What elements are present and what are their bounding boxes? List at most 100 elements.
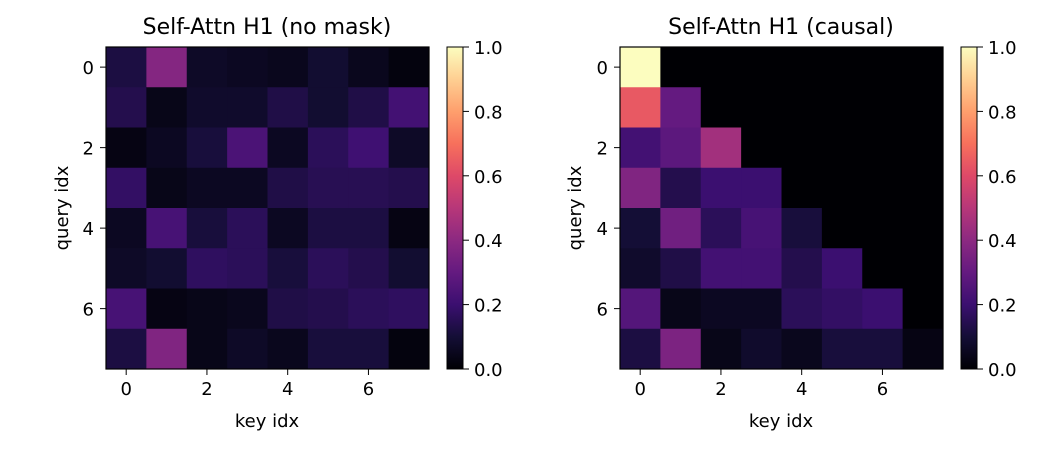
heatmap-cell-r4-c7 xyxy=(902,208,944,249)
y-tick-label: 0 xyxy=(83,58,94,79)
heatmap-cell-r7-c1 xyxy=(660,328,702,370)
heatmap-cell-r4-c7 xyxy=(388,208,430,249)
heatmap-cell-r5-c7 xyxy=(902,248,944,289)
heatmap-cell-r4-c2 xyxy=(700,208,742,249)
colorbar-tick-label: 0.0 xyxy=(474,360,503,381)
x-tick-label: 2 xyxy=(201,379,212,400)
heatmap-cell-r1-c3 xyxy=(741,87,783,128)
heatmap-cell-r6-c0 xyxy=(106,288,147,330)
heatmap-cell-r3-c0 xyxy=(620,167,661,209)
colorbar-tick-label: 0.4 xyxy=(474,231,503,252)
colorbar xyxy=(960,46,978,370)
colorbar-ticks: 0.0 0.2 0.4 0.6 0.8 1.0 xyxy=(463,38,503,381)
heatmap-cell-r0-c2 xyxy=(700,47,742,88)
heatmap-cell-r5-c2 xyxy=(186,248,228,289)
heatmap-cell-r4-c4 xyxy=(781,208,823,249)
heatmap-cell-r7-c4 xyxy=(267,328,309,370)
heatmap-cell-r1-c6 xyxy=(862,87,904,128)
heatmap-cell-r1-c2 xyxy=(700,87,742,128)
heatmap-cell-r3-c3 xyxy=(741,167,783,209)
heatmap-cell-r7-c0 xyxy=(106,328,147,370)
heatmap-cell-r2-c5 xyxy=(821,127,863,169)
x-tick-label: 0 xyxy=(634,379,645,400)
y-axis-ticks: 0 2 4 6 xyxy=(597,58,620,321)
heatmap-cell-r7-c3 xyxy=(741,328,783,370)
heatmap-cell-r0-c4 xyxy=(267,47,309,88)
heatmap-cell-r6-c6 xyxy=(862,288,904,330)
heatmap-cell-r1-c0 xyxy=(106,87,147,128)
colorbar-tick-label: 0.4 xyxy=(988,231,1017,252)
colorbar-tick-label: 0.8 xyxy=(988,102,1017,123)
heatmap-cell-r0-c0 xyxy=(106,47,147,88)
heatmap-cell-r1-c5 xyxy=(821,87,863,128)
heatmap-cell-r4-c5 xyxy=(821,208,863,249)
y-tick-label: 0 xyxy=(597,58,608,79)
heatmap-cell-r4-c0 xyxy=(620,208,661,249)
heatmap-cell-r5-c3 xyxy=(741,248,783,289)
heatmap-cell-r5-c3 xyxy=(227,248,269,289)
x-axis-label: key idx xyxy=(749,411,814,432)
heatmap-cell-r6-c5 xyxy=(821,288,863,330)
colorbar-tick-label: 0.8 xyxy=(474,102,503,123)
heatmap-cell-r0-c6 xyxy=(348,47,390,88)
colorbar-tick-label: 0.2 xyxy=(988,296,1017,317)
heatmap-cell-r2-c0 xyxy=(620,127,661,169)
x-tick-label: 0 xyxy=(120,379,131,400)
heatmap-cell-r6-c3 xyxy=(741,288,783,330)
heatmap-cell-r3-c5 xyxy=(821,167,863,209)
heatmap-cell-r3-c4 xyxy=(781,167,823,209)
heatmap-cell-r3-c1 xyxy=(660,167,702,209)
heatmap-frame xyxy=(619,46,944,370)
heatmap-cell-r2-c2 xyxy=(186,127,228,169)
heatmap-cell-r7-c0 xyxy=(620,328,661,370)
heatmap-cell-r0-c6 xyxy=(862,47,904,88)
heatmap-cell-r0-c3 xyxy=(227,47,269,88)
heatmap-cell-r3-c0 xyxy=(106,167,147,209)
heatmap-cell-r2-c6 xyxy=(862,127,904,169)
heatmap-cell-r4-c3 xyxy=(227,208,269,249)
heatmap-cell-r4-c1 xyxy=(146,208,188,249)
x-tick-label: 6 xyxy=(877,379,888,400)
heatmap-cell-r4-c6 xyxy=(348,208,390,249)
heatmap-cell-r3-c5 xyxy=(307,167,349,209)
heatmap-cell-r2-c4 xyxy=(781,127,823,169)
heatmap-cell-r5-c0 xyxy=(620,248,661,289)
heatmap-cell-r3-c1 xyxy=(146,167,188,209)
heatmap-cell-r7-c4 xyxy=(781,328,823,370)
colorbar-tick-label: 0.0 xyxy=(988,360,1017,381)
heatmap-cell-r6-c7 xyxy=(388,288,430,330)
heatmap-cell-r3-c7 xyxy=(388,167,430,209)
heatmap-cell-r5-c1 xyxy=(146,248,188,289)
heatmap-cell-r4-c4 xyxy=(267,208,309,249)
heatmap-cell-r4-c2 xyxy=(186,208,228,249)
heatmap-cell-r5-c4 xyxy=(781,248,823,289)
heatmap-cell-r5-c6 xyxy=(862,248,904,289)
heatmap-cell-r6-c1 xyxy=(660,288,702,330)
chart-title: Self-Attn H1 (causal) xyxy=(668,15,894,40)
heatmap-cells xyxy=(106,47,430,370)
x-axis-ticks: 0 2 4 6 xyxy=(634,369,888,400)
heatmap-cell-r5-c0 xyxy=(106,248,147,289)
heatmap-cell-r7-c7 xyxy=(902,328,944,370)
heatmap-cell-r6-c6 xyxy=(348,288,390,330)
panel-no-mask: Self-Attn H1 (no mask) 0 2 4 6 0 2 4 6 key idx… xyxy=(52,15,503,432)
heatmap-cell-r2-c5 xyxy=(307,127,349,169)
heatmap-cell-r0-c5 xyxy=(307,47,349,88)
y-tick-label: 4 xyxy=(597,219,608,240)
heatmap-cell-r7-c6 xyxy=(348,328,390,370)
colorbar xyxy=(446,46,464,370)
x-tick-label: 6 xyxy=(363,379,374,400)
colorbar-tick-label: 1.0 xyxy=(474,38,503,59)
heatmap-cell-r3-c2 xyxy=(700,167,742,209)
y-tick-label: 2 xyxy=(597,139,608,160)
heatmap-frame xyxy=(105,46,430,370)
heatmap-cell-r3-c2 xyxy=(186,167,228,209)
heatmap-cell-r3-c6 xyxy=(862,167,904,209)
colorbar-tick-label: 0.6 xyxy=(988,167,1017,188)
heatmap-cell-r1-c1 xyxy=(146,87,188,128)
heatmap-cell-r7-c3 xyxy=(227,328,269,370)
heatmap-cell-r5-c7 xyxy=(388,248,430,289)
heatmap-cell-r2-c3 xyxy=(741,127,783,169)
colorbar-tick-label: 0.6 xyxy=(474,167,503,188)
